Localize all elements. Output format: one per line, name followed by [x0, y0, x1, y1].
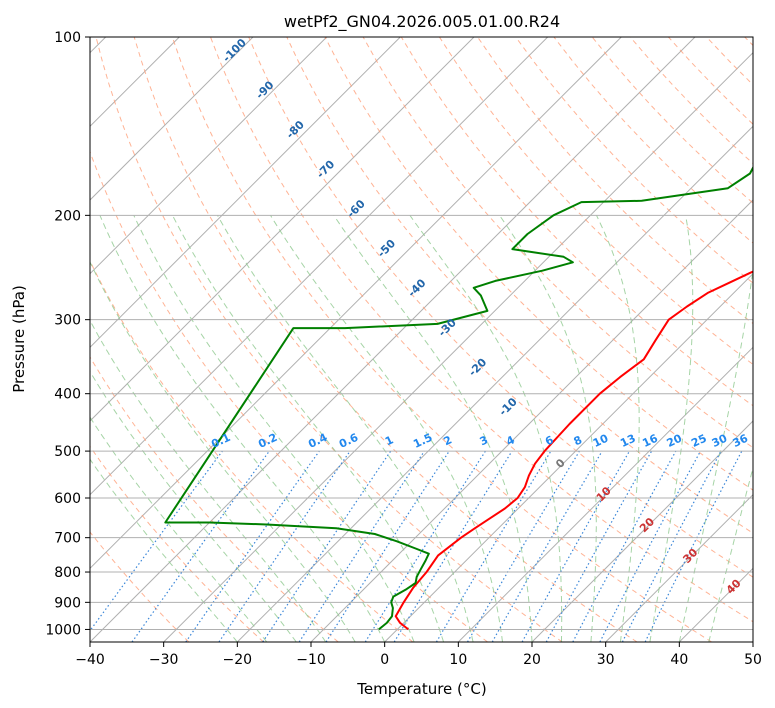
isotherm-line	[384, 272, 753, 642]
y-tick-label: 900	[54, 595, 81, 611]
dry-adiabat-line	[400, 37, 753, 407]
overlay-lines	[90, 37, 753, 642]
mixing-ratio-label: 10	[591, 432, 611, 450]
y-tick-label: 1000	[45, 622, 81, 638]
moist-adiabat-line	[90, 319, 327, 642]
isotherm-line	[90, 37, 254, 201]
dry-adiabat-line	[438, 37, 753, 366]
plot-frame	[89, 36, 754, 643]
isotherm-line	[236, 125, 753, 642]
dry-adiabat-line	[286, 37, 753, 534]
moist-adiabat-line	[270, 215, 503, 642]
moist-adiabat-line	[596, 215, 640, 642]
mixing-ratio-label: 25	[689, 432, 708, 450]
isotherm-line	[531, 420, 753, 642]
pressure-gridlines	[90, 37, 753, 630]
moist-adiabat-line	[333, 215, 533, 642]
mixing-ratio-line	[131, 450, 270, 642]
moist-adiabat-line	[409, 215, 563, 642]
dry-adiabat-line	[248, 37, 753, 578]
mixing-ratio-line	[262, 450, 392, 642]
y-tick-label: 500	[54, 444, 81, 460]
isotherm-line	[163, 51, 753, 642]
mixing-ratio-label: 36	[731, 432, 751, 450]
x-tick-label: 0	[380, 652, 389, 668]
mixing-ratio-line	[393, 450, 513, 642]
y-tick-label: 700	[54, 531, 81, 547]
dry-adiabat-line	[90, 356, 339, 642]
y-tick-label: 100	[54, 30, 81, 46]
mixing-ratio-label: 30	[710, 432, 730, 450]
chart-title: wetPf2_GN04.2026.005.01.00.R24	[284, 12, 560, 32]
moist-adiabat-line	[90, 260, 356, 642]
moist-adiabat-line	[217, 215, 474, 642]
x-tick-label: −20	[223, 652, 253, 668]
isotherm-line	[90, 37, 475, 422]
isotherm-line	[90, 37, 549, 496]
mixing-ratio-line	[644, 450, 743, 642]
mixing-ratio-label: 16	[640, 432, 660, 450]
moist-adiabat-line	[90, 458, 238, 642]
moist-adiabat-line	[99, 215, 386, 642]
profile-series	[164, 165, 753, 631]
mixing-ratio-line	[521, 450, 631, 642]
y-tick-label: 400	[54, 387, 81, 403]
mixing-ratio-label: 13	[618, 432, 637, 450]
dry-adiabat-line	[133, 37, 638, 642]
x-tick-label: 20	[523, 652, 541, 668]
axes: −40 −30 −20 −10 0 10 20 30 40 50 100 200 300 400 500 60…	[45, 30, 762, 668]
moist-adiabat-line	[90, 416, 268, 642]
x-tick-label: −40	[75, 652, 105, 668]
dry-adiabat-line	[90, 259, 414, 642]
x-tick-label: 30	[597, 652, 615, 668]
y-tick-label: 800	[54, 565, 81, 581]
x-tick-label: 50	[744, 652, 762, 668]
isotherm-line	[90, 37, 401, 349]
moist-adiabat-line	[649, 215, 694, 642]
mixing-ratio-line	[572, 450, 677, 642]
mixing-ratio-label: 20	[665, 432, 685, 450]
y-axis-title: Pressure (hPa)	[10, 285, 28, 393]
dry-adiabat-line	[171, 37, 712, 642]
y-tick-label: 300	[54, 313, 81, 329]
x-tick-label: −10	[296, 652, 326, 668]
dry-adiabat-line	[210, 37, 753, 623]
isotherm-line	[90, 37, 328, 275]
mixing-ratio-line	[545, 450, 653, 642]
isotherm-line	[90, 37, 696, 642]
temperature-profile-line	[394, 270, 753, 631]
x-tick-label: 40	[670, 652, 688, 668]
isotherm-line	[90, 37, 622, 570]
dry-adiabat-line	[515, 37, 753, 284]
moist-adiabat-line	[678, 265, 753, 642]
x-axis-title: Temperature (°C)	[356, 680, 486, 698]
dry-adiabat-line	[90, 150, 488, 642]
y-tick-label: 200	[54, 208, 81, 224]
dewpoint-profile-line	[164, 165, 753, 631]
mixing-ratio-line	[298, 450, 425, 642]
x-tick-label: −30	[149, 652, 179, 668]
mixing-ratio-line	[185, 450, 320, 642]
x-tick-label: 10	[449, 652, 467, 668]
dry-adiabat-line	[90, 531, 190, 642]
y-tick-label: 600	[54, 491, 81, 507]
dry-adiabat-line	[90, 445, 264, 642]
isotherm-line	[605, 493, 753, 642]
moist-adiabat-line	[133, 215, 415, 642]
moist-adiabat-line	[90, 370, 297, 642]
mixing-ratio-line	[218, 450, 351, 642]
mixing-ratio-line	[325, 450, 450, 642]
moist-adiabat-line	[172, 215, 445, 642]
dry-adiabat-line	[95, 37, 563, 642]
mixing-ratio-line	[90, 450, 223, 632]
